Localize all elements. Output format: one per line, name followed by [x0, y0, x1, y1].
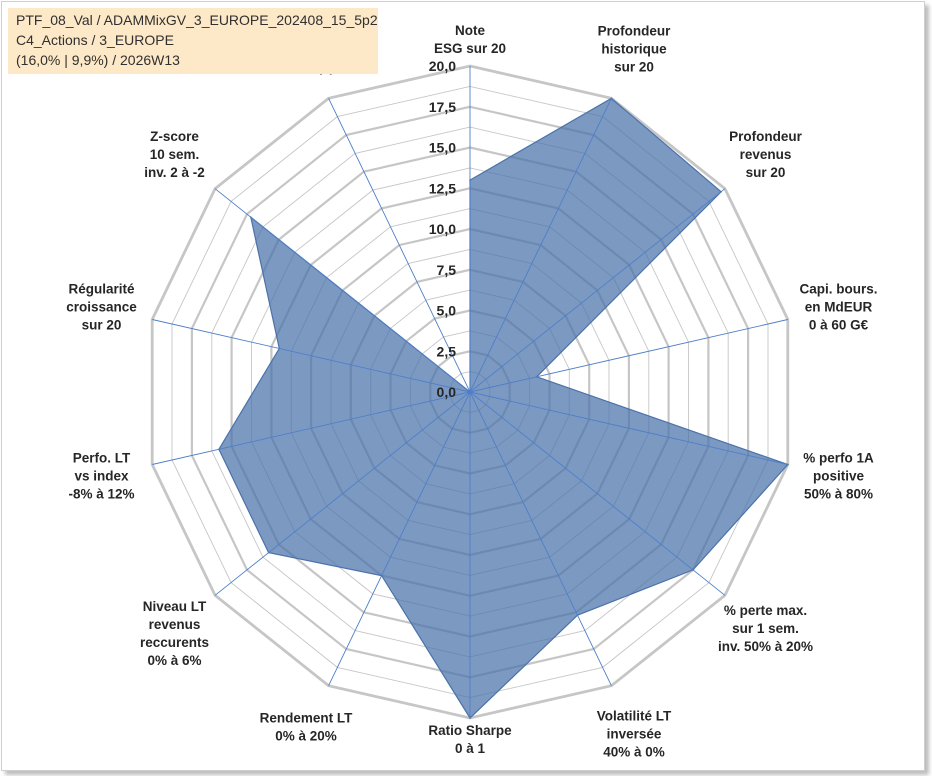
- axis-label-line: en MdEUR: [805, 299, 873, 314]
- axis-label-line: 0 à 60 G€: [809, 317, 869, 332]
- axis-label-line: inv. 50% à 20%: [718, 639, 813, 654]
- axis-label-line: Régularité: [68, 281, 135, 296]
- axis-label-5: % perte max. sur 1 sem. inv. 50% à 20%: [718, 603, 813, 654]
- radial-tick-label: 2,5: [437, 343, 457, 359]
- axis-label-3: Capi. bours. en MdEUR 0 à 60 G€: [799, 281, 877, 332]
- portfolio-category: C4_Actions / 3_EUROPE: [16, 32, 174, 48]
- axis-label-9: Niveau LT revenus reccurents 0% à 6%: [140, 599, 209, 668]
- axis-label-line: % perte max.: [724, 603, 807, 618]
- axis-spoke: [214, 188, 471, 393]
- axis-label-line: % perfo 1A: [803, 451, 874, 466]
- portfolio-name: PTF_08_Val / ADAMMixGV_3_EUROPE_202408_1…: [16, 12, 378, 28]
- radial-tick-label: 0,0: [437, 384, 457, 400]
- axis-spoke: [152, 319, 471, 393]
- radial-tick-label: 20,0: [429, 58, 456, 74]
- axis-label-line: Ratio Sharpe: [428, 723, 512, 738]
- axis-label-line: Profondeur: [598, 23, 671, 38]
- portfolio-info-box: PTF_08_Val / ADAMMixGV_3_EUROPE_202408_1…: [8, 8, 378, 74]
- axis-spoke: [469, 391, 788, 465]
- axis-label-line: sur 20: [746, 165, 786, 180]
- axis-label-line: Perfo. LT: [73, 451, 131, 466]
- axis-label-11: Régularité croissance sur 20: [66, 281, 137, 332]
- axis-spoke: [152, 391, 471, 465]
- axis-label-line: Rendement LT: [260, 710, 354, 725]
- axis-label-7: Ratio Sharpe 0 à 1: [428, 723, 512, 756]
- axis-label-line: positive: [813, 469, 865, 484]
- axis-label-line: ESG sur 20: [434, 41, 506, 56]
- axis-spoke: [469, 319, 788, 393]
- axis-spoke: [328, 391, 471, 686]
- axis-label-line: Note: [455, 23, 485, 38]
- axis-label-line: sur 20: [614, 59, 654, 74]
- axis-label-line: revenus: [149, 617, 201, 632]
- axis-label-10: Perfo. LT vs index -8% à 12%: [68, 451, 134, 502]
- axis-label-line: vs index: [74, 469, 129, 484]
- axis-label-line: sur 1 sem.: [732, 621, 799, 636]
- axis-label-line: Niveau LT: [143, 599, 207, 614]
- axis-label-6: Volatilité LT inversée 40% à 0%: [597, 709, 672, 760]
- axis-spoke: [469, 98, 612, 393]
- portfolio-stats: (16,0% | 9,9%) / 2026W13: [16, 52, 180, 68]
- axis-spoke: [214, 391, 471, 596]
- axis-spoke: [328, 98, 471, 393]
- axis-label-line: croissance: [66, 299, 137, 314]
- radial-tick-labels: 0,0 2,5 5,0 7,5 10,0 12,5 15,0 17,5 20,0: [429, 58, 456, 400]
- axis-label-2: Profondeur revenus sur 20: [729, 129, 802, 180]
- axis-label-1: Profondeur historique sur 20: [598, 23, 671, 74]
- axis-label-line: reccurents: [140, 635, 209, 650]
- axis-label-12: Z-score 10 sem. inv. 2 à -2: [144, 129, 205, 180]
- axis-label-line: revenus: [740, 147, 792, 162]
- axis-label-4: % perfo 1A positive 50% à 80%: [803, 451, 874, 502]
- radial-tick-label: 5,0: [437, 303, 457, 319]
- axis-spoke: [469, 188, 726, 393]
- axis-spoke: [469, 391, 726, 596]
- radial-tick-label: 10,0: [429, 221, 456, 237]
- radar-spokes: [152, 66, 788, 718]
- axis-label-line: sur 20: [82, 317, 122, 332]
- radial-tick-label: 7,5: [437, 262, 457, 278]
- axis-label-line: 0% à 20%: [275, 728, 337, 743]
- axis-label-8: Rendement LT 0% à 20%: [260, 710, 354, 743]
- axis-label-0: Note ESG sur 20: [434, 23, 506, 56]
- axis-label-line: Capi. bours.: [799, 281, 877, 296]
- radial-tick-label: 17,5: [429, 99, 456, 115]
- axis-label-line: -8% à 12%: [68, 487, 134, 502]
- axis-label-line: 0 à 1: [455, 741, 486, 756]
- axis-spoke: [469, 391, 612, 686]
- axis-label-line: inversée: [607, 727, 662, 742]
- axis-label-line: 50% à 80%: [804, 487, 873, 502]
- axis-label-line: 10 sem.: [150, 147, 200, 162]
- axis-label-line: historique: [601, 41, 667, 56]
- axis-label-line: Z-score: [150, 129, 199, 144]
- axis-label-line: 0% à 6%: [147, 653, 201, 668]
- axis-label-line: inv. 2 à -2: [144, 165, 205, 180]
- axis-label-line: 40% à 0%: [603, 745, 665, 760]
- radar-series: [218, 97, 789, 719]
- series-area-0: [218, 97, 789, 719]
- axis-label-line: Volatilité LT: [597, 709, 672, 724]
- axis-label-line: Profondeur: [729, 129, 802, 144]
- radial-tick-label: 15,0: [429, 140, 456, 156]
- radial-tick-label: 12,5: [429, 180, 456, 196]
